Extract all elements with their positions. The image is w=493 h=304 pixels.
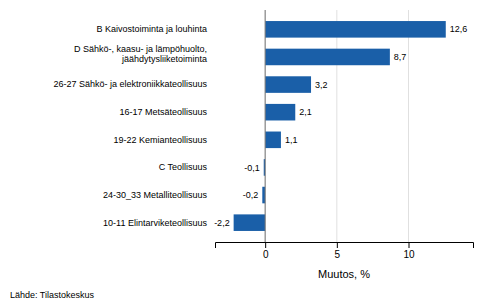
x-tick: 10 (403, 242, 415, 260)
data-label: 8,7 (394, 52, 407, 62)
x-tick: 0 (263, 242, 269, 260)
data-label: 1,1 (285, 135, 298, 145)
bar (265, 21, 446, 38)
grid-line (408, 10, 409, 242)
grid (265, 10, 408, 242)
y-tick: 19-22 Kemianteollisuus (113, 135, 207, 145)
data-label: -0,1 (244, 163, 260, 173)
y-tick: 24-30_33 Metalliteollisuus (103, 190, 208, 200)
y-tick-label: C Teollisuus (159, 162, 208, 172)
y-tick-label: 19-22 Kemianteollisuus (113, 135, 207, 145)
y-axis: 10-11 Elintarviketeollisuus 24-30_33 Meta… (53, 24, 207, 227)
data-label: -2,2 (214, 218, 230, 228)
bar (265, 104, 295, 121)
x-tick-label: 0 (263, 249, 269, 260)
x-tick-mark (337, 242, 338, 248)
y-tick-label: 10-11 Elintarviketeollisuus (103, 218, 207, 228)
bar (265, 49, 390, 66)
y-tick: D Sähkö-, kaasu- ja lämpöhuolto,jäähdyty… (74, 44, 207, 64)
grid-line (265, 10, 266, 242)
source: Lähde: Tilastokeskus (10, 290, 95, 300)
data-label: -0,2 (243, 190, 259, 200)
data-label: 3,2 (315, 80, 328, 90)
y-tick-label: B Kaivostoiminta ja louhinta (96, 24, 207, 34)
bar (265, 76, 311, 93)
y-tick-label: D Sähkö-, kaasu- ja lämpöhuolto,jäähdyty… (74, 44, 207, 64)
x-axis-title: Muutos, % (318, 268, 370, 280)
x-axis: 0 5 10 (216, 242, 474, 260)
x-tick-mark (265, 242, 266, 248)
bar (234, 214, 266, 231)
x-tick-label: 5 (335, 249, 341, 260)
data-labels: -2,2 -0,2 -0,1 1,1 2,1 3,2 8,7 12,6 (214, 24, 467, 227)
y-tick: C Teollisuus (159, 162, 208, 172)
data-label: 12,6 (450, 24, 468, 34)
x-tick-label: 10 (403, 249, 415, 260)
y-tick: B Kaivostoiminta ja louhinta (96, 24, 207, 34)
grid-line (336, 10, 337, 242)
plot: 0 5 10 10-11 Elintarviketeollisuus 24-30_33 … (53, 10, 473, 260)
chart: 0 5 10 10-11 Elintarviketeollisuus 24-30_33 … (0, 0, 493, 304)
y-tick-label: 24-30_33 Metalliteollisuus (103, 190, 208, 200)
y-tick: 26-27 Sähkö- ja elektroniikkateollisuus (53, 79, 207, 89)
x-tick-mark (409, 242, 410, 248)
x-tick: 5 (335, 242, 341, 260)
bar (265, 132, 281, 149)
zero-line (265, 10, 266, 242)
y-tick: 16-17 Metsäteollisuus (119, 107, 207, 117)
data-label: 2,1 (299, 107, 312, 117)
y-tick: 10-11 Elintarviketeollisuus (103, 218, 207, 228)
y-tick-label: 16-17 Metsäteollisuus (119, 107, 207, 117)
y-tick-label: 26-27 Sähkö- ja elektroniikkateollisuus (53, 79, 207, 89)
x-axis-line (216, 243, 474, 249)
